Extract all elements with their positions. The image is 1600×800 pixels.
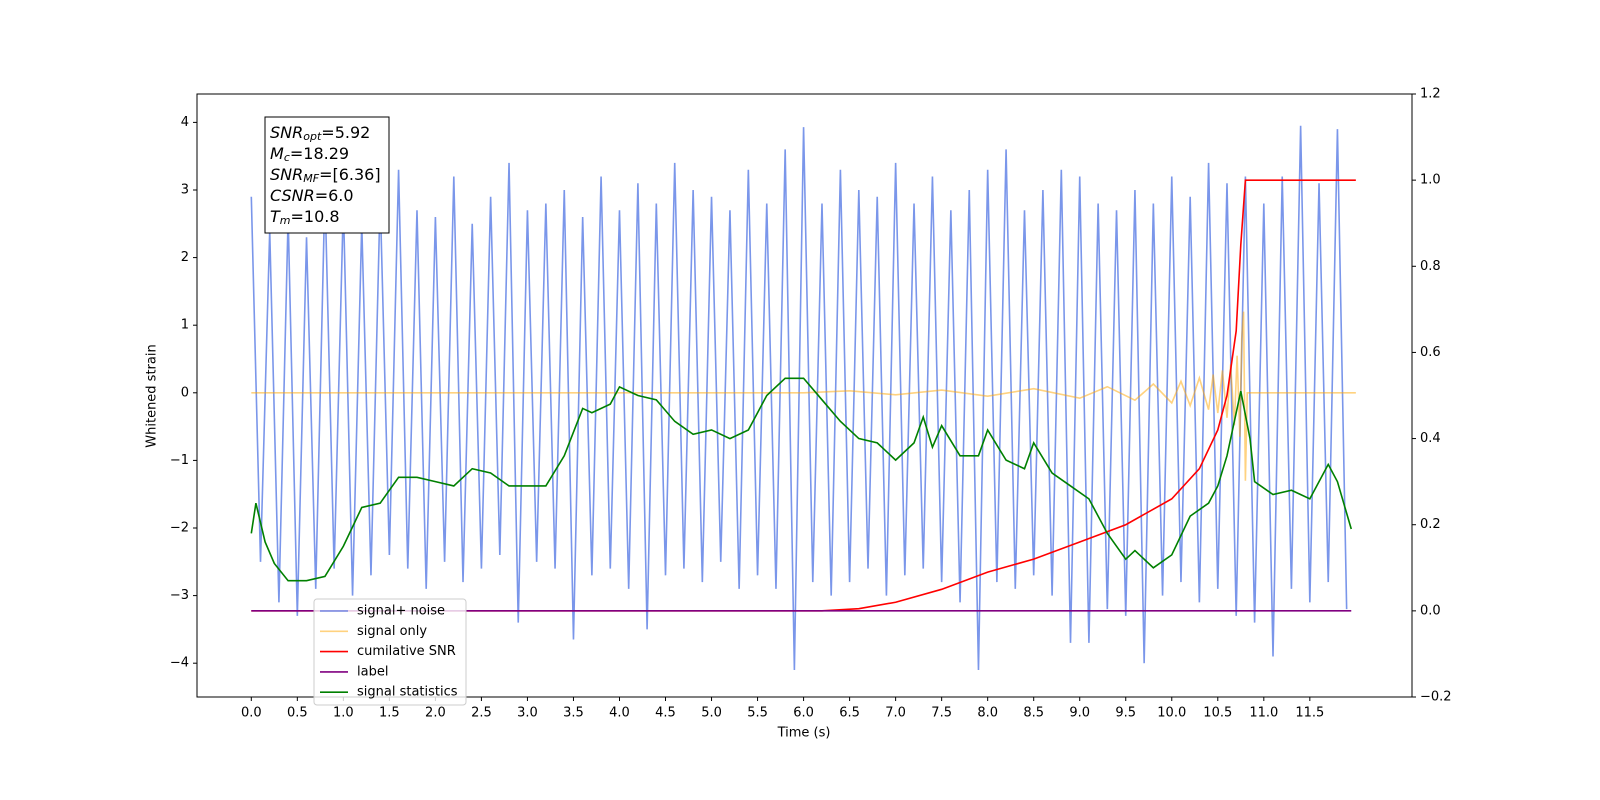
annotation-subscript: c <box>284 151 290 164</box>
plot-area <box>250 125 1356 670</box>
y-tick-label: −2 <box>170 520 189 535</box>
x-tick-label: 10.5 <box>1203 706 1232 721</box>
y2-tick-label: 0.4 <box>1420 431 1441 446</box>
annotation-box <box>264 116 390 234</box>
y-tick-label: −4 <box>170 656 189 671</box>
x-tick-label: 3.0 <box>517 706 538 721</box>
plot-frame <box>196 93 1413 698</box>
annotation-value: =10.8 <box>291 207 340 226</box>
y2-tick-label: 0.8 <box>1420 259 1441 274</box>
annotation-subscript: MF <box>303 172 319 185</box>
y-tick-label: 4 <box>181 115 189 130</box>
legend-label: label <box>357 664 388 679</box>
x-tick-label: 7.5 <box>931 706 952 721</box>
y2-tick-label: 0.0 <box>1420 603 1441 618</box>
y-tick-label: 0 <box>181 385 189 400</box>
annotation-symbol: T <box>270 207 281 226</box>
annotation-symbol: SNR <box>270 123 303 142</box>
annotation-subscript: opt <box>303 130 322 143</box>
annotation-symbol: CSNR <box>270 186 315 205</box>
y2-tick-label: 1.0 <box>1420 173 1441 188</box>
annotation-line: Mc=18.29 <box>270 144 349 165</box>
legend-label: cumilative SNR <box>357 644 456 659</box>
x-tick-label: 10.0 <box>1157 706 1186 721</box>
y2-tick-label: −0.2 <box>1420 690 1452 705</box>
x-tick-label: 2.0 <box>425 706 446 721</box>
x-tick-label: 9.0 <box>1069 706 1090 721</box>
legend-box <box>313 598 467 706</box>
x-tick-label: 11.0 <box>1249 706 1278 721</box>
annotation-value: =6.0 <box>315 186 354 205</box>
series-line <box>250 125 1348 670</box>
annotation-line: CSNR=6.0 <box>270 186 354 205</box>
x-tick-label: 0.0 <box>241 706 262 721</box>
y-tick-label: 1 <box>181 318 189 333</box>
x-tick-label: 6.0 <box>793 706 814 721</box>
x-tick-label: 8.0 <box>977 706 998 721</box>
x-tick-label: 6.5 <box>839 706 860 721</box>
annotation-subscript: m <box>280 214 291 227</box>
annotation-symbol: SNR <box>270 165 303 184</box>
series-line <box>251 311 1356 481</box>
y2-tick-label: 0.2 <box>1420 517 1441 532</box>
x-tick-label: 11.5 <box>1295 706 1324 721</box>
annotation-line: SNRMF=[6.36] <box>270 165 381 186</box>
x-axis-label: Time (s) <box>777 726 831 741</box>
legend-label: signal only <box>357 624 427 639</box>
x-tick-label: 1.0 <box>333 706 354 721</box>
y-axis-label: Whitened strain <box>145 344 160 447</box>
y-tick-label: 2 <box>181 250 189 265</box>
annotation-value: =18.29 <box>290 144 349 163</box>
legend-label: signal statistics <box>357 685 458 700</box>
annotation-symbol: M <box>270 144 284 163</box>
x-tick-label: 5.0 <box>701 706 722 721</box>
x-tick-label: 2.5 <box>471 706 492 721</box>
annotation-line: SNRopt=5.92 <box>270 123 370 144</box>
x-tick-label: 4.0 <box>609 706 630 721</box>
y2-tick-label: 0.6 <box>1420 345 1441 360</box>
y-tick-label: −3 <box>170 588 189 603</box>
y2-tick-label: 1.2 <box>1420 87 1441 102</box>
x-tick-label: 5.5 <box>747 706 768 721</box>
series-line <box>251 179 1356 612</box>
x-tick-label: 3.5 <box>563 706 584 721</box>
x-tick-label: 1.5 <box>379 706 400 721</box>
y-tick-label: −1 <box>170 453 189 468</box>
annotation-line: Tm=10.8 <box>270 207 340 228</box>
legend-label: signal+ noise <box>357 604 445 619</box>
x-tick-label: 0.5 <box>287 706 308 721</box>
x-tick-label: 7.0 <box>885 706 906 721</box>
x-tick-label: 4.5 <box>655 706 676 721</box>
x-tick-label: 8.5 <box>1023 706 1044 721</box>
annotation-value: =5.92 <box>321 123 370 142</box>
annotation-value: =[6.36] <box>319 165 381 184</box>
series-line <box>250 377 1353 582</box>
y-tick-label: 3 <box>181 182 189 197</box>
x-tick-label: 9.5 <box>1115 706 1136 721</box>
